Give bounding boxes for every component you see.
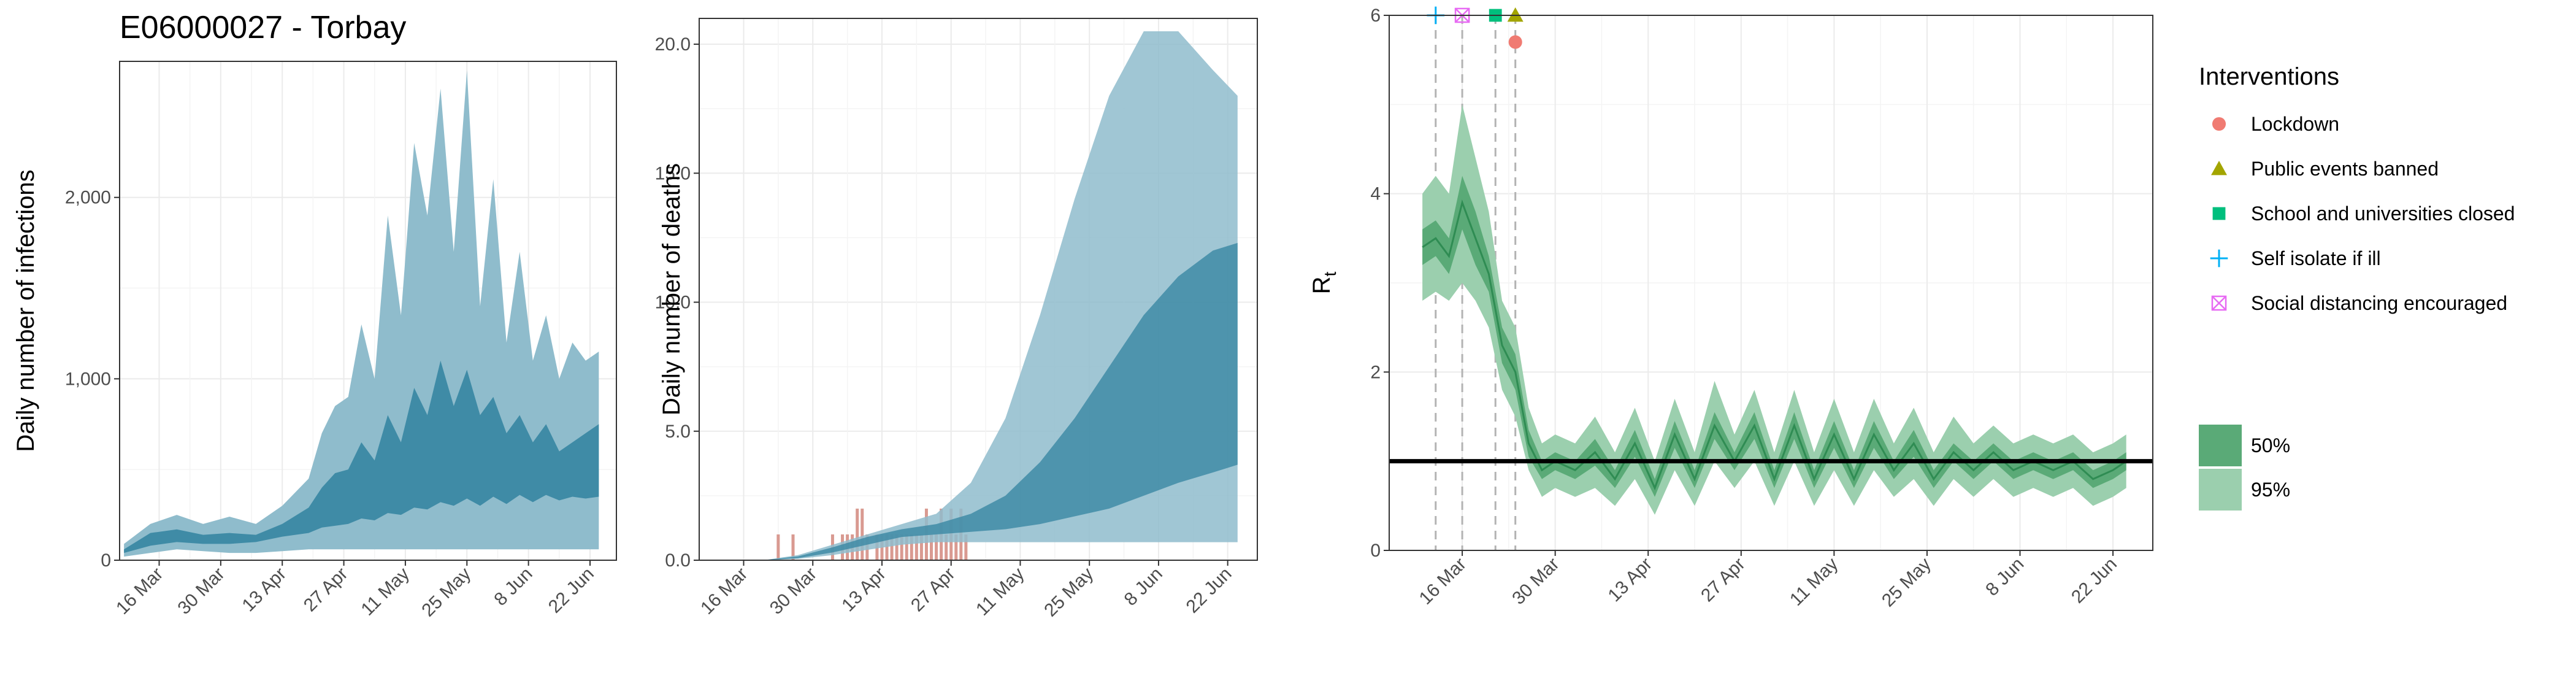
x-tick-label: 13 Apr	[1604, 554, 1657, 606]
legend-item-label: School and universities closed	[2251, 202, 2515, 225]
legend-band-swatch	[2199, 469, 2242, 511]
panel-3: 0 2 4 6 16 Mar 30 Mar 13 Apr 27 Apr 11 May 25 May…	[1308, 6, 2153, 611]
y-tick-label: 2	[1370, 362, 1381, 382]
page-title: E06000027 - Torbay	[120, 10, 406, 45]
legend-marker	[2213, 207, 2226, 220]
death-bar	[861, 509, 864, 560]
y-tick-label: 5.0	[665, 422, 691, 442]
x-tick-label: 25 May	[1878, 554, 1935, 611]
legend-title: Interventions	[2199, 63, 2339, 90]
intervention-marker	[1508, 7, 1524, 21]
x-tick-label: 8 Jun	[1121, 564, 1167, 610]
x-tick-label: 30 Mar	[174, 564, 228, 619]
y-tick-label: 2,000	[65, 188, 111, 208]
x-tick-label: 25 May	[1040, 564, 1097, 621]
legend-item-label: Public events banned	[2251, 158, 2439, 180]
x-tick-label: 8 Jun	[1982, 554, 2028, 600]
panel-2: 0.05.010.015.020.016 Mar 30 Mar 13 Apr 27 A…	[655, 18, 1257, 621]
x-tick-label: 8 Jun	[490, 564, 536, 610]
y-axis-title: Daily number of deaths	[658, 163, 685, 415]
legend-marker	[2211, 161, 2227, 175]
y-tick-label: 6	[1370, 6, 1381, 26]
y-tick-label: 1,000	[65, 369, 111, 389]
x-tick-label: 30 Mar	[766, 564, 821, 619]
intervention-marker	[1509, 36, 1522, 49]
x-tick-label: 13 Apr	[239, 564, 291, 616]
panel-1: 0 1,000 2,000 16 Mar 30 Mar 13 Apr 27 Apr 11 Ma…	[12, 61, 616, 621]
y-tick-label: 0	[101, 550, 111, 571]
x-tick-label: 11 May	[358, 564, 413, 620]
legend-marker	[2212, 296, 2226, 310]
x-tick-label: 16 Mar	[1416, 554, 1470, 609]
x-tick-label: 16 Mar	[112, 564, 167, 619]
x-tick-label: 25 May	[418, 564, 475, 621]
x-tick-label: 27 Apr	[907, 564, 959, 616]
y-axis-title: Daily number of infections	[12, 169, 39, 452]
y-axis-subscript: t	[1321, 271, 1340, 276]
y-tick-label: 4	[1370, 184, 1381, 204]
legend-band-label: 50%	[2251, 434, 2290, 457]
x-tick-label: 22 Jun	[545, 564, 598, 617]
x-tick-label: 11 May	[972, 564, 1028, 620]
legend-marker	[2210, 250, 2228, 268]
y-axis-title: Rt	[1308, 271, 1340, 294]
legend-item-label: Social distancing encouraged	[2251, 292, 2507, 314]
y-tick-label: 0	[1370, 541, 1381, 561]
y-tick-label: 0.0	[665, 550, 691, 571]
x-tick-label: 22 Jun	[2068, 554, 2121, 607]
y-tick-label: 20.0	[655, 34, 691, 55]
legend-item-label: Self isolate if ill	[2251, 247, 2381, 269]
x-tick-label: 16 Mar	[697, 564, 751, 619]
x-tick-label: 13 Apr	[838, 564, 890, 616]
death-bar	[776, 534, 780, 560]
x-tick-label: 22 Jun	[1183, 564, 1236, 617]
legend-item-label: Lockdown	[2251, 113, 2339, 135]
legend-marker	[2212, 117, 2226, 131]
x-tick-label: 27 Apr	[1697, 554, 1749, 606]
x-tick-label: 27 Apr	[300, 564, 352, 616]
legend-band-label: 95%	[2251, 479, 2290, 501]
legend: Interventions Lockdown Public events banne…	[2199, 63, 2515, 511]
legend-band-swatch	[2199, 425, 2242, 466]
x-tick-label: 11 May	[1786, 554, 1842, 610]
x-tick-label: 30 Mar	[1508, 554, 1563, 609]
death-bar	[856, 509, 859, 560]
